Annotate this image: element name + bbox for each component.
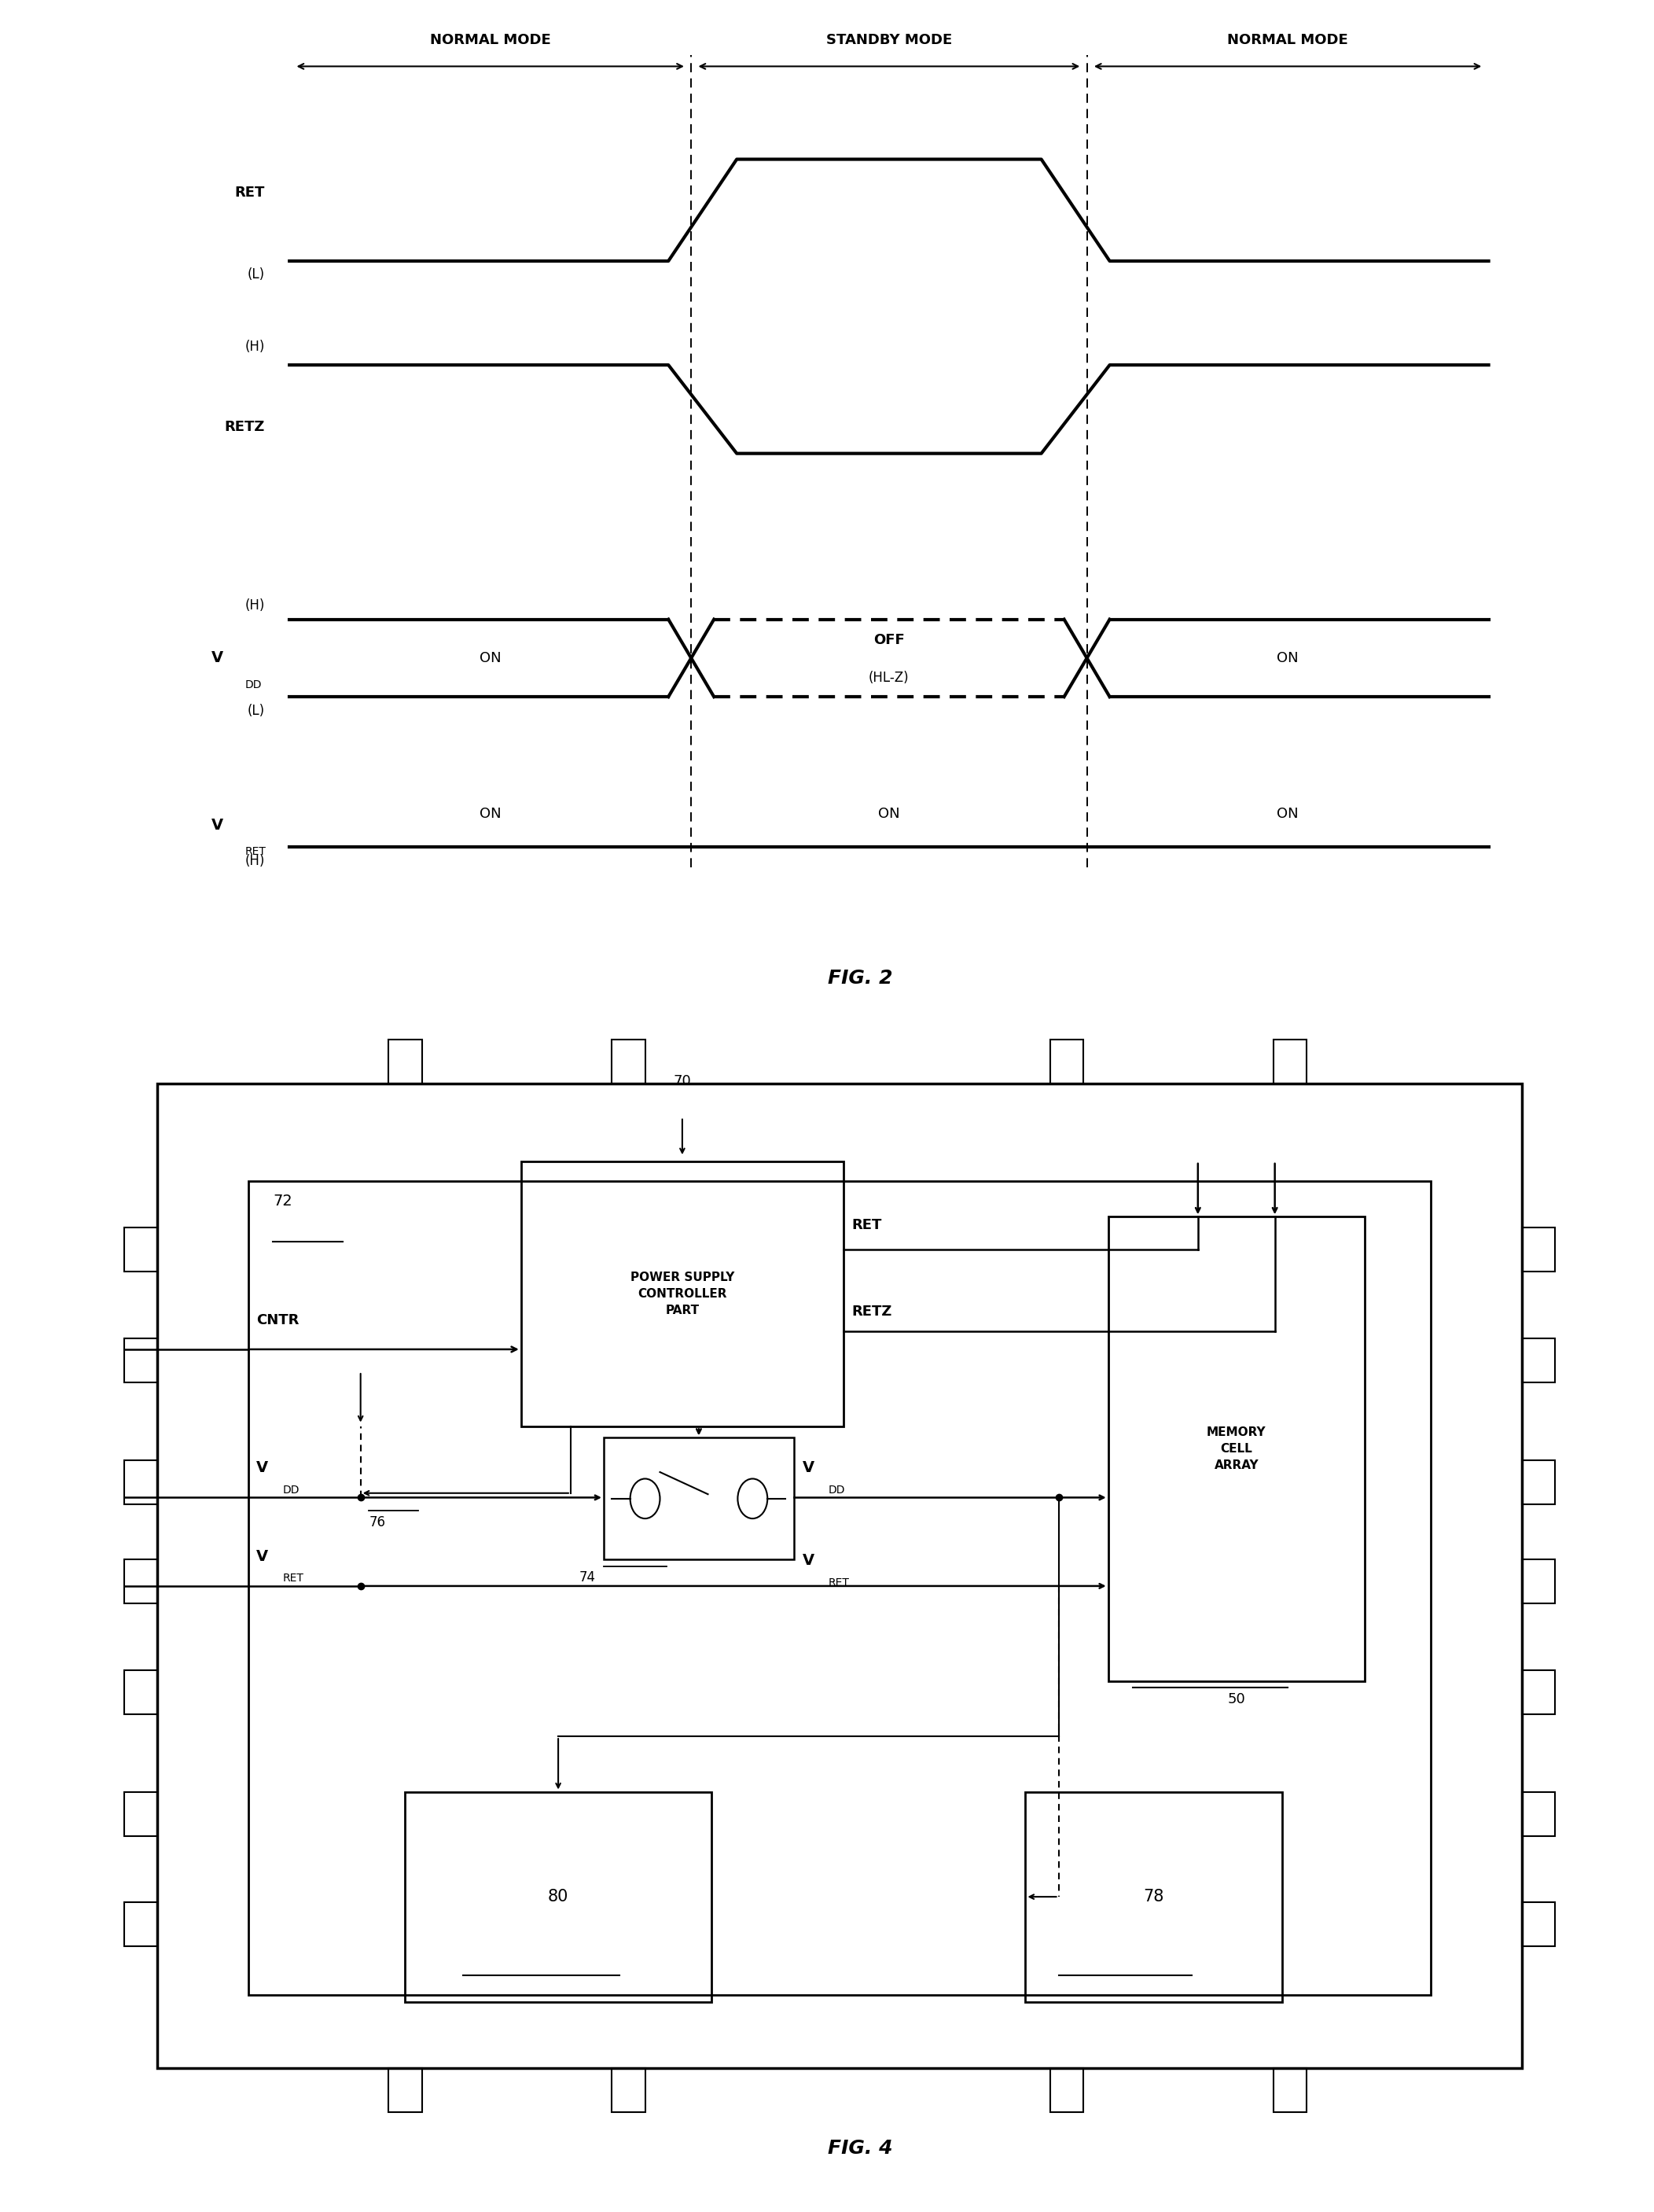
Text: FIG. 2: FIG. 2 [827, 969, 893, 989]
Text: V: V [212, 650, 223, 666]
Bar [124, 1338, 157, 1382]
Text: DD: DD [283, 1484, 299, 1495]
Bar [405, 1792, 711, 2002]
Text: NORMAL MODE: NORMAL MODE [1227, 33, 1348, 46]
Bar [1108, 1217, 1365, 1681]
Bar [604, 1438, 794, 1559]
Text: POWER SUPPLY
CONTROLLER
PART: POWER SUPPLY CONTROLLER PART [630, 1272, 734, 1316]
Bar [1050, 2068, 1083, 2112]
Text: DD: DD [245, 679, 261, 690]
Bar [1274, 1040, 1307, 1084]
Text: RET: RET [245, 847, 266, 856]
Text: V: V [256, 1460, 268, 1475]
Bar [1522, 1670, 1555, 1714]
Text: STANDBY MODE: STANDBY MODE [825, 33, 953, 46]
Text: RETZ: RETZ [225, 420, 265, 434]
Text: (H): (H) [245, 599, 265, 613]
Text: MEMORY
CELL
ARRAY: MEMORY CELL ARRAY [1207, 1427, 1265, 1471]
Text: CNTR: CNTR [256, 1314, 299, 1327]
Bar [1522, 1902, 1555, 1947]
Bar [389, 2068, 422, 2112]
Bar [124, 1792, 157, 1836]
Bar [1522, 1792, 1555, 1836]
Bar [1025, 1792, 1282, 2002]
Text: V: V [802, 1460, 814, 1475]
Text: V: V [802, 1553, 814, 1568]
Text: RET: RET [829, 1577, 850, 1588]
Bar [389, 1040, 422, 1084]
Text: (HL-Z): (HL-Z) [868, 670, 910, 686]
Text: ON: ON [1277, 807, 1298, 821]
Text: OFF: OFF [873, 633, 905, 648]
Bar [124, 1460, 157, 1504]
Text: 50: 50 [1227, 1692, 1245, 1705]
Bar [1522, 1338, 1555, 1382]
Bar [612, 2068, 645, 2112]
Bar [1274, 2068, 1307, 2112]
Text: V: V [256, 1548, 268, 1564]
Text: ON: ON [1277, 650, 1298, 666]
Bar [1522, 1460, 1555, 1504]
Text: (H): (H) [245, 341, 265, 354]
Bar [248, 1181, 1431, 1995]
Bar [521, 1161, 844, 1427]
Bar [124, 1902, 157, 1947]
Text: 78: 78 [1143, 1889, 1164, 1905]
Bar [1522, 1228, 1555, 1272]
Text: V: V [212, 818, 223, 832]
Text: (H): (H) [245, 854, 265, 867]
Bar [1050, 1040, 1083, 1084]
Text: DD: DD [829, 1484, 845, 1495]
Bar [612, 1040, 645, 1084]
Text: 72: 72 [273, 1194, 293, 1208]
Text: 80: 80 [547, 1889, 569, 1905]
Bar [124, 1559, 157, 1604]
Text: ON: ON [480, 807, 501, 821]
Bar [157, 1084, 1522, 2068]
Text: 70: 70 [673, 1075, 691, 1088]
Bar [1522, 1559, 1555, 1604]
Text: (L): (L) [246, 268, 265, 281]
Text: RET: RET [283, 1573, 304, 1584]
Bar [124, 1228, 157, 1272]
Text: 76: 76 [369, 1515, 385, 1528]
Bar [124, 1670, 157, 1714]
Text: RETZ: RETZ [852, 1305, 892, 1318]
Text: (L): (L) [246, 703, 265, 717]
Text: ON: ON [480, 650, 501, 666]
Text: RET: RET [852, 1219, 882, 1232]
Text: FIG. 4: FIG. 4 [827, 2139, 893, 2159]
Text: ON: ON [878, 807, 900, 821]
Text: 74: 74 [579, 1571, 595, 1584]
Text: NORMAL MODE: NORMAL MODE [430, 33, 551, 46]
Text: RET: RET [235, 186, 265, 199]
